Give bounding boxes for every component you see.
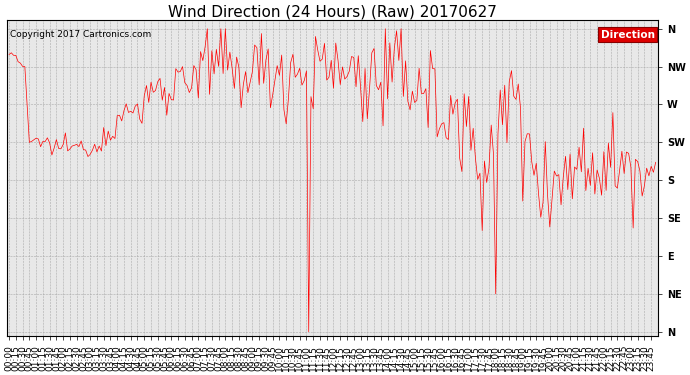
Title: Wind Direction (24 Hours) (Raw) 20170627: Wind Direction (24 Hours) (Raw) 20170627: [168, 4, 497, 19]
Text: Copyright 2017 Cartronics.com: Copyright 2017 Cartronics.com: [10, 30, 151, 39]
Text: Direction: Direction: [601, 30, 655, 40]
